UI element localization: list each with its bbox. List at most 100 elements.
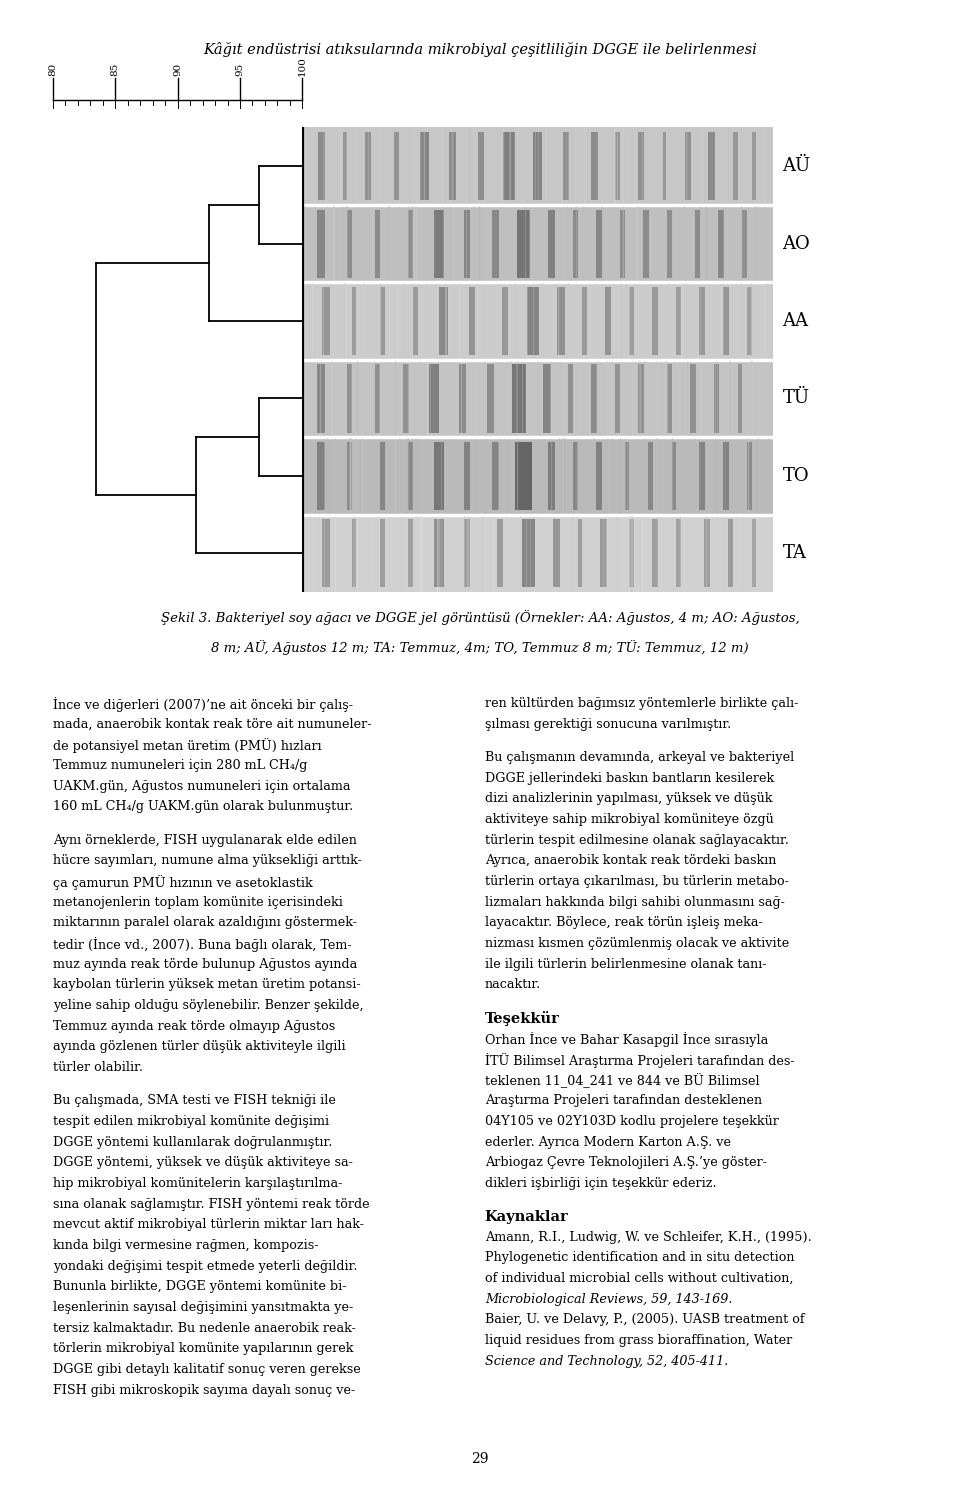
Bar [459, 364, 466, 433]
Bar [323, 519, 329, 588]
Bar [543, 364, 551, 433]
Bar [638, 132, 644, 201]
Text: AÜ: AÜ [782, 157, 810, 175]
Bar [732, 132, 737, 201]
Bar [403, 364, 409, 433]
Text: türler olabilir.: türler olabilir. [53, 1061, 143, 1075]
Bar [723, 286, 729, 355]
Text: mevcut aktif mikrobiyal türlerin miktar ları hak-: mevcut aktif mikrobiyal türlerin miktar … [53, 1219, 364, 1231]
Bar [643, 210, 649, 277]
Text: ile ilgili türlerin belirlenmesine olanak tanı-: ile ilgili türlerin belirlenmesine olana… [485, 958, 766, 971]
Bar [648, 442, 654, 510]
Text: İTÜ Bilimsel Araştırma Projeleri tarafından des-: İTÜ Bilimsel Araştırma Projeleri tarafın… [485, 1052, 795, 1067]
Bar [343, 132, 347, 201]
Bar [553, 519, 561, 588]
Bar [464, 442, 470, 510]
Bar [747, 442, 752, 510]
Bar [630, 286, 634, 355]
Text: Bu çalışmanın devamında, arkeyal ve bakteriyel: Bu çalışmanın devamında, arkeyal ve bakt… [485, 751, 794, 764]
Text: nizması kısmen çözümlenmiş olacak ve aktivite: nizması kısmen çözümlenmiş olacak ve akt… [485, 937, 789, 950]
Text: Şekil 3. Bakteriyel soy ağacı ve DGGE jel görüntüsü (Örnekler: AA: Ağustos, 4 m;: Şekil 3. Bakteriyel soy ağacı ve DGGE je… [160, 610, 800, 625]
Text: 100: 100 [298, 57, 307, 76]
Text: Kâğıt endüstrisi atıksularında mikrobiyal çeşitliliğin DGGE ile belirlenmesi: Kâğıt endüstrisi atıksularında mikrobiya… [204, 42, 756, 57]
Bar [317, 364, 325, 433]
Text: tersiz kalmaktadır. Bu nedenle anaerobik reak-: tersiz kalmaktadır. Bu nedenle anaerobik… [53, 1322, 355, 1334]
Bar [573, 442, 578, 510]
Bar [429, 364, 440, 433]
Text: Bu çalışmada, SMA testi ve FISH tekniği ile: Bu çalışmada, SMA testi ve FISH tekniği … [53, 1094, 336, 1108]
Bar [605, 286, 612, 355]
Bar [413, 286, 418, 355]
Bar [685, 132, 691, 201]
Text: tedir (İnce vd., 2007). Buna bağlı olarak, Tem-: tedir (İnce vd., 2007). Buna bağlı olara… [53, 937, 351, 952]
Text: dizi analizlerinin yapılması, yüksek ve düşük: dizi analizlerinin yapılması, yüksek ve … [485, 791, 772, 805]
Bar [590, 132, 597, 201]
Text: muz ayında reak törde bulunup Ağustos ayında: muz ayında reak törde bulunup Ağustos ay… [53, 958, 357, 971]
Bar [408, 210, 414, 277]
Text: UAKM.gün, Ağustos numuneleri için ortalama: UAKM.gün, Ağustos numuneleri için ortala… [53, 779, 350, 793]
Text: Microbiological Reviews, 59, 143-169.: Microbiological Reviews, 59, 143-169. [485, 1292, 732, 1306]
Bar [380, 286, 385, 355]
Bar [464, 210, 470, 277]
Bar [752, 132, 756, 201]
Bar [302, 127, 773, 205]
Bar [408, 519, 414, 588]
Text: hücre sayımları, numune alma yüksekliği arttık-: hücre sayımları, numune alma yüksekliği … [53, 854, 362, 868]
Bar [323, 286, 329, 355]
Bar [302, 282, 773, 360]
Text: lizmaları hakkında bilgi sahibi olunmasını sağ-: lizmaları hakkında bilgi sahibi olunması… [485, 895, 784, 908]
Bar [302, 205, 773, 282]
Bar [653, 519, 658, 588]
Text: kaybolan türlerin yüksek metan üretim potansi-: kaybolan türlerin yüksek metan üretim po… [53, 979, 360, 991]
Text: 95: 95 [235, 63, 245, 76]
Bar [662, 132, 666, 201]
Bar [723, 442, 729, 510]
Text: ederler. Ayrıca Modern Karton A.Ş. ve: ederler. Ayrıca Modern Karton A.Ş. ve [485, 1136, 731, 1148]
Bar [374, 364, 380, 433]
Bar [478, 132, 484, 201]
Text: 29: 29 [471, 1453, 489, 1466]
Bar [502, 286, 508, 355]
Bar [348, 364, 351, 433]
Text: dikleri işbirliği için teşekkür ederiz.: dikleri işbirliği için teşekkür ederiz. [485, 1177, 716, 1190]
Bar [700, 442, 705, 510]
Bar [747, 286, 752, 355]
Bar [492, 210, 498, 277]
Bar [615, 364, 620, 433]
Text: yondaki değişimi tespit etmede yeterli değildir.: yondaki değişimi tespit etmede yeterli d… [53, 1259, 357, 1273]
Bar [351, 519, 356, 588]
Text: Science and Technology, 52, 405-411.: Science and Technology, 52, 405-411. [485, 1355, 728, 1369]
Bar [488, 364, 493, 433]
Text: DGGE gibi detaylı kalitatif sonuç veren gerekse: DGGE gibi detaylı kalitatif sonuç veren … [53, 1363, 361, 1376]
Text: şılması gerektiği sonucuna varılmıştır.: şılması gerektiği sonucuna varılmıştır. [485, 718, 732, 730]
Text: 85: 85 [110, 63, 120, 76]
Bar [548, 210, 555, 277]
Text: de potansiyel metan üretim (PMÜ) hızları: de potansiyel metan üretim (PMÜ) hızları [53, 739, 322, 754]
Text: 8 m; AÜ, Ağustos 12 m; TA: Temmuz, 4m; TO, Temmuz 8 m; TÜ: Temmuz, 12 m): 8 m; AÜ, Ağustos 12 m; TA: Temmuz, 4m; T… [211, 640, 749, 655]
Bar [434, 519, 444, 588]
Bar [464, 519, 470, 588]
Text: Bununla birlikte, DGGE yöntemi komünite bi-: Bununla birlikte, DGGE yöntemi komünite … [53, 1280, 347, 1294]
Bar [752, 519, 756, 588]
Bar [713, 364, 719, 433]
Text: hip mikrobiyal komünitelerin karşılaştırılma-: hip mikrobiyal komünitelerin karşılaştır… [53, 1177, 342, 1190]
Bar [677, 286, 681, 355]
Bar [434, 442, 444, 510]
Bar [348, 442, 351, 510]
Text: DGGE yöntemi, yüksek ve düşük aktiviteye sa-: DGGE yöntemi, yüksek ve düşük aktiviteye… [53, 1156, 352, 1169]
Bar [420, 132, 429, 201]
Bar [558, 286, 564, 355]
Text: Kaynaklar: Kaynaklar [485, 1210, 568, 1225]
Bar [351, 286, 356, 355]
Bar [302, 438, 773, 514]
Text: miktarının paralel olarak azaldığını göstermek-: miktarının paralel olarak azaldığını gös… [53, 916, 357, 929]
Text: teklenen 11_04_241 ve 844 ve BÜ Bilimsel: teklenen 11_04_241 ve 844 ve BÜ Bilimsel [485, 1073, 759, 1088]
Bar [583, 286, 587, 355]
Text: 04Y105 ve 02Y103D kodlu projelere teşekkür: 04Y105 ve 02Y103D kodlu projelere teşekk… [485, 1115, 779, 1127]
Text: FISH gibi mikroskopik sayıma dayalı sonuç ve-: FISH gibi mikroskopik sayıma dayalı sonu… [53, 1384, 355, 1397]
Bar [700, 286, 705, 355]
Bar [366, 132, 372, 201]
Bar [728, 519, 733, 588]
Bar [667, 364, 672, 433]
Text: TÜ: TÜ [782, 390, 809, 408]
